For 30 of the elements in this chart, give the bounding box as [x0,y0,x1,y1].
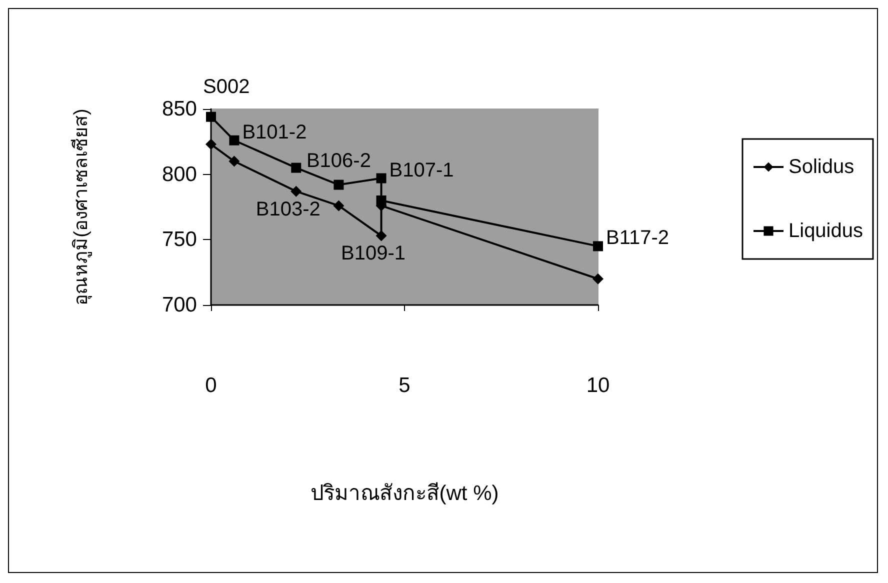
legend-label: Liquidus [788,220,864,242]
annotation: B117-2 [606,227,670,250]
y-tick-label: 850 [162,98,197,120]
point [376,230,387,242]
point [334,180,344,190]
y-axis-title: อุณหภูมิ(องศาเซลเซียส) [70,108,93,306]
point [333,200,344,212]
y-tick-label: 800 [162,162,197,186]
point [290,186,302,197]
x-tick-label: 0 [205,374,217,397]
annotation: B109-1 [341,242,406,265]
annotation: S002 [203,76,250,98]
y-tick-label: 700 [162,294,197,316]
annotation: B107-1 [389,159,454,182]
x-tick-label: 10 [586,374,610,397]
point [228,156,240,167]
point [291,162,302,173]
point [206,138,216,150]
point [229,135,240,146]
point [376,173,386,184]
annotation: B103-2 [256,198,320,220]
annotation: B101-2 [242,121,307,144]
legend-label: Solidus [788,156,854,178]
point [206,112,216,122]
y-tick-label: 750 [162,228,197,252]
annotation: B106-2 [306,150,371,172]
point [593,241,603,252]
point [592,273,604,284]
x-tick-label: 5 [398,374,410,397]
x-axis-title: ปริมาณสังกะสี(wt %) [310,482,499,505]
